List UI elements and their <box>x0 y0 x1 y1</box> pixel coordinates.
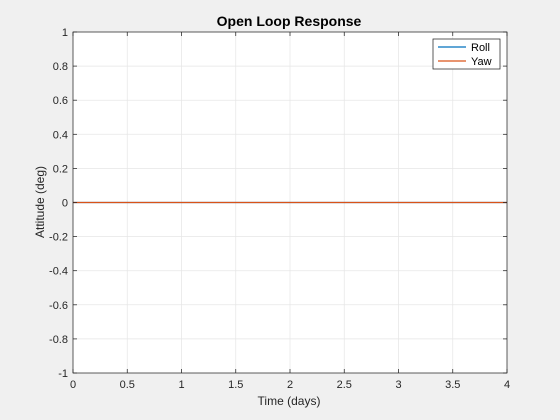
x-tick-label: 0 <box>70 379 76 391</box>
y-tick-label: 0.6 <box>53 95 68 107</box>
y-tick-label: 1 <box>62 27 68 39</box>
x-tick-label: 0.5 <box>120 379 135 391</box>
x-tick-label: 2 <box>287 379 293 391</box>
x-tick-label: 1 <box>178 379 184 391</box>
y-tick-label: -1 <box>58 368 68 380</box>
legend[interactable]: Roll Yaw <box>433 39 500 69</box>
y-tick-label: -0.4 <box>49 266 68 278</box>
x-tick-label: 1.5 <box>228 379 243 391</box>
legend-label-yaw: Yaw <box>471 56 492 68</box>
chart-title: Open Loop Response <box>217 13 362 29</box>
x-tick-label: 4 <box>504 379 510 391</box>
x-tick-label: 3 <box>395 379 401 391</box>
x-tick-label: 3.5 <box>445 379 460 391</box>
y-tick-label: -0.8 <box>49 334 68 346</box>
y-axis-label: Attitude (deg) <box>33 166 47 238</box>
y-tick-label: -0.2 <box>49 232 68 244</box>
y-tick-label: 0.2 <box>53 163 68 175</box>
x-axis-label: Time (days) <box>258 394 321 408</box>
y-tick-label: 0 <box>62 198 68 210</box>
y-tick-label: -0.6 <box>49 300 68 312</box>
y-tick-label: 0.8 <box>53 61 68 73</box>
y-tick-label: 0.4 <box>53 129 68 141</box>
legend-label-roll: Roll <box>471 42 490 54</box>
x-tick-label: 2.5 <box>337 379 352 391</box>
